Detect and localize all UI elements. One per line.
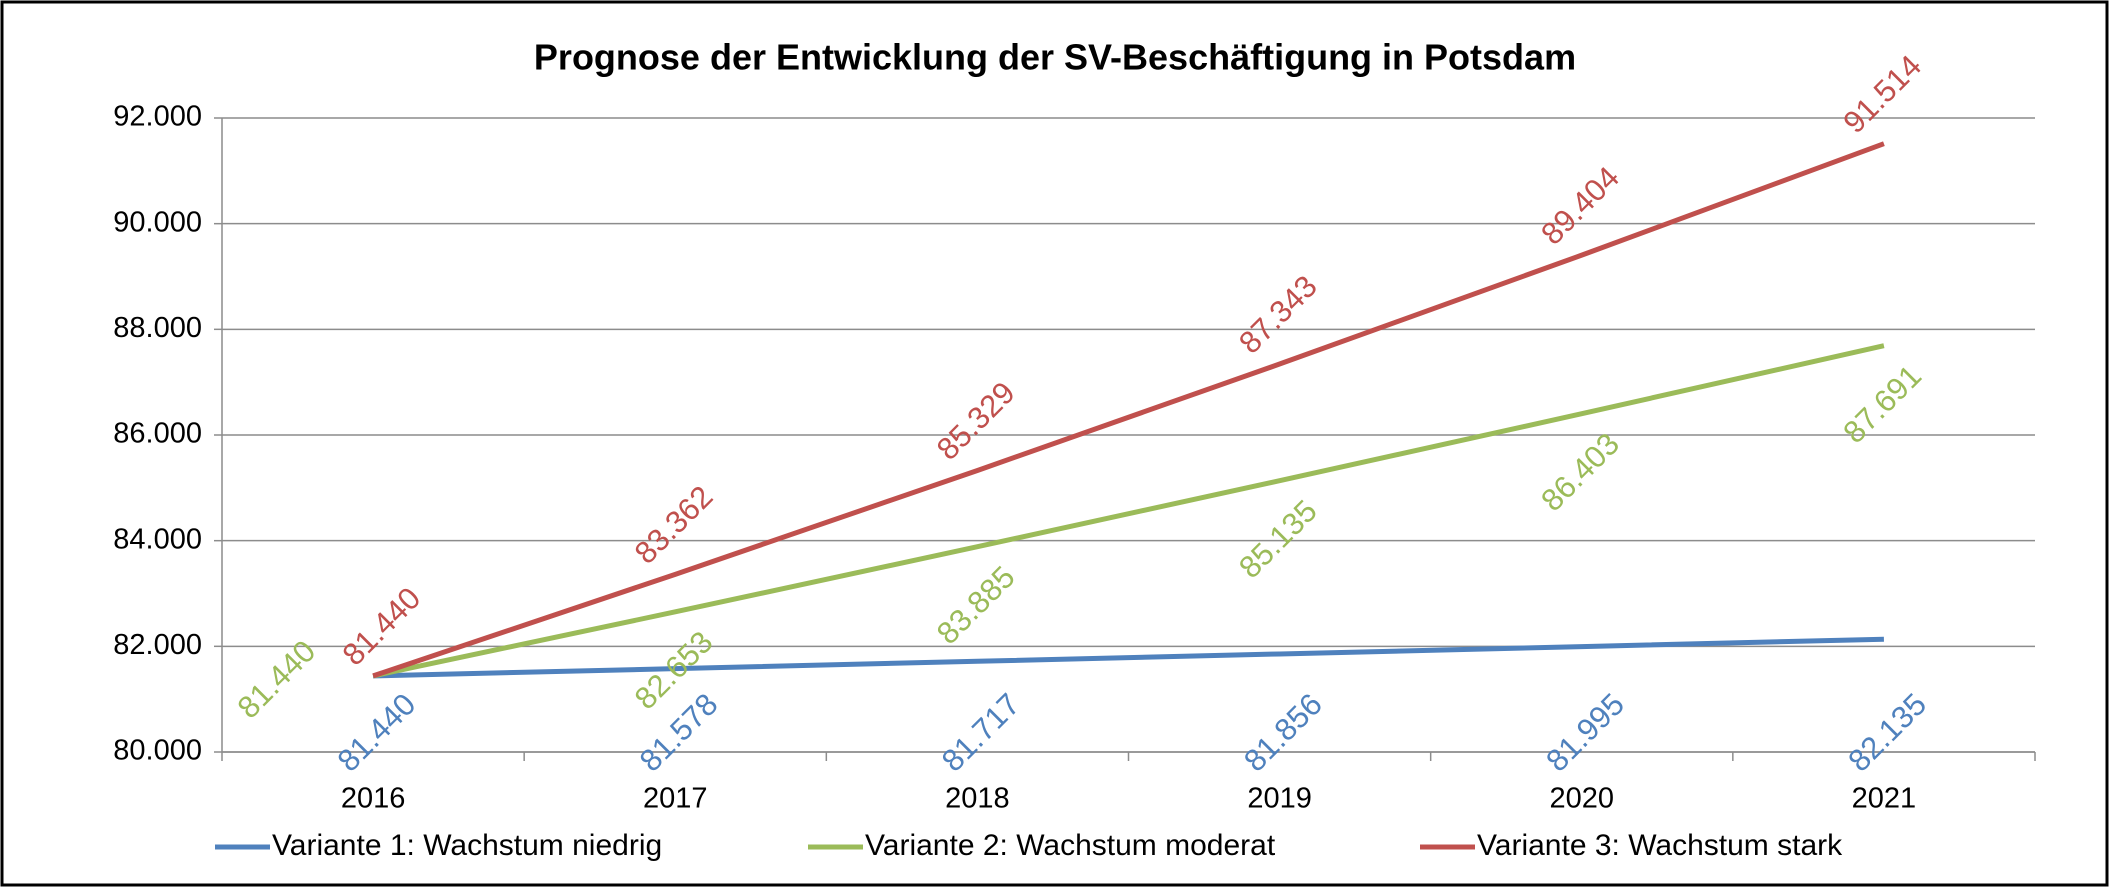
y-tick-label: 86.000 bbox=[113, 418, 202, 450]
y-tick-label: 90.000 bbox=[113, 206, 202, 238]
series-line bbox=[373, 636, 1884, 679]
y-tick-label: 80.000 bbox=[113, 735, 202, 767]
x-tick-label: 2016 bbox=[341, 783, 406, 815]
x-tick-label: 2021 bbox=[1852, 783, 1917, 815]
y-tick-label: 82.000 bbox=[113, 629, 202, 661]
x-tick-label: 2018 bbox=[945, 783, 1010, 815]
series-line bbox=[372, 343, 1885, 679]
chart-title: Prognose der Entwicklung der SV-Beschäft… bbox=[534, 37, 1576, 78]
series-line bbox=[372, 141, 1885, 679]
legend-label: Variante 2: Wachstum moderat bbox=[865, 829, 1276, 862]
y-tick-label: 88.000 bbox=[113, 312, 202, 344]
x-tick-label: 2019 bbox=[1247, 783, 1312, 815]
x-tick-label: 2017 bbox=[643, 783, 708, 815]
legend-label: Variante 1: Wachstum niedrig bbox=[272, 829, 662, 862]
y-tick-label: 84.000 bbox=[113, 523, 202, 555]
legend-label: Variante 3: Wachstum stark bbox=[1477, 829, 1843, 862]
y-tick-label: 92.000 bbox=[113, 101, 202, 133]
x-tick-label: 2020 bbox=[1549, 783, 1614, 815]
